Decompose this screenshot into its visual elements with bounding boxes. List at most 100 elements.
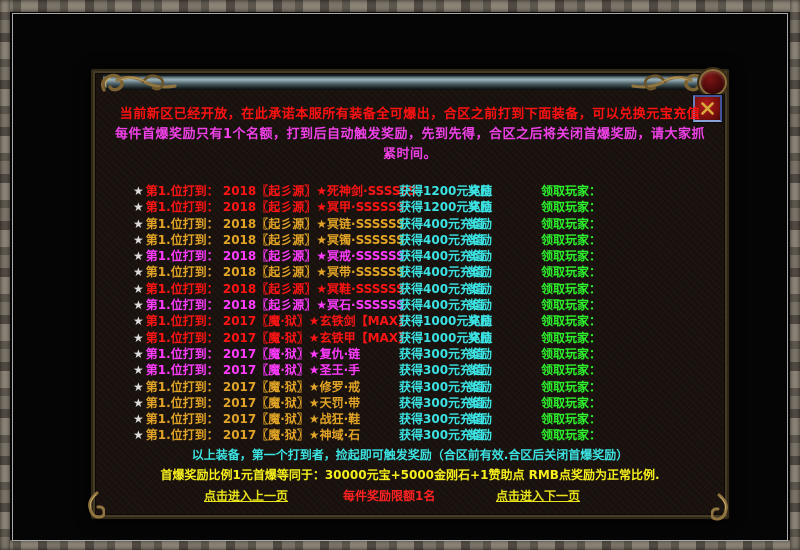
row-label-cell: ★ 第1.位打到： 2017〖魔·狱〗★玄铁剑【MAX】	[133, 312, 410, 329]
reward-row: ★ 第1.位打到： 2018〖起彡源〗★冥链·SSSSSS 获得400元充值 奖励…	[91, 215, 729, 231]
row-claim-label: 领取玩家：	[541, 412, 602, 427]
row-label-cell: ★ 第1.位打到： 2018〖起彡源〗★冥鞋·SSSSSS	[133, 280, 405, 297]
window-frame-left	[0, 0, 10, 550]
row-label-cell: ★ 第1.位打到： 2017〖魔·狱〗★玄铁甲【MAX】	[133, 329, 410, 346]
row-reward-value: 获得300元充值	[399, 346, 485, 361]
row-bonus-label: 奖励	[468, 346, 493, 361]
reward-row: ★ 第1.位打到： 2018〖起彡源〗★冥戒·SSSSSS 获得400元充值 奖励…	[91, 247, 729, 263]
announcement-line2: 每件首爆奖励只有1个名额，打到后自动触发奖励，先到先得，合区之后将关闭首爆奖励，…	[114, 127, 706, 162]
row-label: 第1.位打到： 2017〖魔·狱〗★神域·石	[145, 428, 361, 443]
row-bonus-label: 奖励	[468, 265, 493, 280]
row-label: 第1.位打到： 2018〖起彡源〗★死神剑·SSSSSS	[145, 184, 417, 198]
announcement-header: 当前新区已经开放，在此承诺本服所有装备全可爆出，合区之前打到下面装备，可以兑换元…	[109, 105, 711, 165]
star-icon: ★	[133, 395, 144, 410]
star-icon: ★	[133, 281, 144, 296]
reward-row: ★ 第1.位打到： 2018〖起彡源〗★死神剑·SSSSSS 获得1200元充值 …	[91, 182, 729, 198]
row-label-cell: ★ 第1.位打到： 2017〖魔·狱〗★圣王·手	[133, 361, 360, 378]
row-claim-label: 领取玩家：	[541, 249, 602, 264]
row-claim-label: 领取玩家：	[541, 232, 602, 247]
row-reward-value: 获得400元充值	[399, 232, 485, 247]
row-claim-label: 领取玩家：	[541, 216, 602, 231]
reward-row: ★ 第1.位打到： 2017〖魔·狱〗★天罚·带 获得300元充值 奖励 领取玩家…	[91, 394, 729, 410]
star-icon: ★	[133, 363, 144, 378]
row-bonus-label: 奖励	[468, 200, 493, 215]
reward-row: ★ 第1.位打到： 2017〖魔·狱〗★玄铁剑【MAX】 获得1000元充值 奖励…	[91, 312, 729, 328]
row-label: 第1.位打到： 2018〖起彡源〗★冥镯·SSSSSS	[145, 232, 405, 247]
reward-row: ★ 第1.位打到： 2018〖起彡源〗★冥带·SSSSSS 获得400元充值 奖励…	[91, 263, 729, 279]
row-label-cell: ★ 第1.位打到： 2017〖魔·狱〗★修罗·戒	[133, 378, 360, 395]
row-label-cell: ★ 第1.位打到： 2018〖起彡源〗★冥石·SSSSSS	[133, 296, 405, 313]
window-frame-top	[0, 0, 800, 12]
row-bonus-label: 奖励	[468, 184, 493, 198]
row-bonus-label: 奖励	[468, 232, 493, 247]
reward-row: ★ 第1.位打到： 2017〖魔·狱〗★圣王·手 获得300元充值 奖励 领取玩家…	[91, 361, 729, 377]
row-label: 第1.位打到： 2018〖起彡源〗★冥带·SSSSSS	[145, 265, 405, 280]
star-icon: ★	[133, 249, 144, 264]
reward-row: ★ 第1.位打到： 2018〖起彡源〗★冥鞋·SSSSSS 获得400元充值 奖励…	[91, 280, 729, 296]
row-reward-value: 获得400元充值	[399, 216, 485, 231]
row-bonus-label: 奖励	[468, 412, 493, 427]
reward-list: ★ 第1.位打到： 2018〖起彡源〗★死神剑·SSSSSS 获得1200元充值 …	[91, 182, 729, 443]
star-icon: ★	[133, 330, 144, 345]
row-bonus-label: 奖励	[468, 249, 493, 264]
row-label-cell: ★ 第1.位打到： 2017〖魔·狱〗★复仇·链	[133, 345, 360, 362]
row-label-cell: ★ 第1.位打到： 2018〖起彡源〗★冥带·SSSSSS	[133, 263, 405, 280]
reward-row: ★ 第1.位打到： 2017〖魔·狱〗★玄铁甲【MAX】 获得1000元充值 奖励…	[91, 329, 729, 345]
prev-page-link[interactable]: 点击进入上一页	[204, 489, 289, 503]
window-frame-bottom	[0, 540, 800, 550]
row-label-cell: ★ 第1.位打到： 2018〖起彡源〗★冥链·SSSSSS	[133, 215, 405, 232]
star-icon: ★	[133, 314, 144, 329]
close-x-icon	[701, 102, 714, 115]
next-page-link[interactable]: 点击进入下一页	[496, 489, 581, 503]
row-label: 第1.位打到： 2017〖魔·狱〗★玄铁甲【MAX】	[145, 330, 411, 345]
row-label-cell: ★ 第1.位打到： 2017〖魔·狱〗★天罚·带	[133, 394, 360, 411]
footer-note-2: 首爆奖励比例1元首爆等同于：30000元宝+5000金刚石+1赞助点 RMB点奖…	[160, 468, 660, 482]
row-label: 第1.位打到： 2018〖起彡源〗★冥石·SSSSSS	[145, 298, 405, 313]
row-reward-value: 获得300元充值	[399, 363, 485, 378]
star-icon: ★	[133, 216, 144, 231]
row-claim-label: 领取玩家：	[541, 298, 602, 313]
row-reward-value: 获得1000元充值	[399, 314, 493, 329]
row-label: 第1.位打到： 2017〖魔·狱〗★天罚·带	[145, 395, 361, 410]
row-reward-value: 获得400元充值	[399, 249, 485, 264]
star-icon: ★	[133, 265, 144, 280]
row-label-cell: ★ 第1.位打到： 2017〖魔·狱〗★战狂·鞋	[133, 410, 360, 427]
reward-row: ★ 第1.位打到： 2018〖起彡源〗★冥石·SSSSSS 获得400元充值 奖励…	[91, 296, 729, 312]
star-icon: ★	[133, 379, 144, 394]
row-reward-value: 获得400元充值	[399, 298, 485, 313]
footer-note-1: 以上装备，第一个打到者，捡起即可触发奖励（合区前有效.合区后关闭首爆奖励）	[191, 448, 629, 462]
row-claim-label: 领取玩家：	[541, 346, 602, 361]
row-reward-value: 获得300元充值	[399, 379, 485, 394]
dialog-titlebar	[103, 74, 717, 90]
star-icon: ★	[133, 200, 144, 215]
reward-row: ★ 第1.位打到： 2017〖魔·狱〗★战狂·鞋 获得300元充值 奖励 领取玩家…	[91, 410, 729, 426]
row-reward-value: 获得400元充值	[399, 265, 485, 280]
corner-orb-icon	[701, 71, 725, 94]
row-bonus-label: 奖励	[468, 314, 493, 329]
star-icon: ★	[133, 298, 144, 313]
row-bonus-label: 奖励	[468, 298, 493, 313]
row-bonus-label: 奖励	[468, 379, 493, 394]
row-label-cell: ★ 第1.位打到： 2018〖起彡源〗★冥戒·SSSSSS	[133, 247, 405, 264]
row-label: 第1.位打到： 2017〖魔·狱〗★战狂·鞋	[145, 412, 361, 427]
row-label: 第1.位打到： 2017〖魔·狱〗★修罗·戒	[145, 379, 361, 394]
row-label-cell: ★ 第1.位打到： 2017〖魔·狱〗★神域·石	[133, 426, 360, 443]
reward-row: ★ 第1.位打到： 2018〖起彡源〗★冥甲·SSSSSS 获得1200元充值 奖…	[91, 198, 729, 214]
row-claim-label: 领取玩家：	[541, 363, 602, 378]
row-label-cell: ★ 第1.位打到： 2018〖起彡源〗★冥甲·SSSSSS	[133, 198, 405, 215]
row-reward-value: 获得1200元充值	[399, 184, 493, 198]
row-bonus-label: 奖励	[468, 281, 493, 296]
row-bonus-label: 奖励	[468, 363, 493, 378]
row-bonus-label: 奖励	[468, 428, 493, 443]
row-bonus-label: 奖励	[468, 395, 493, 410]
row-bonus-label: 奖励	[468, 330, 493, 345]
row-claim-label: 领取玩家：	[541, 265, 602, 280]
row-label-cell: ★ 第1.位打到： 2018〖起彡源〗★死神剑·SSSSSS	[133, 182, 417, 199]
row-claim-label: 领取玩家：	[541, 330, 602, 345]
row-label: 第1.位打到： 2017〖魔·狱〗★圣王·手	[145, 363, 361, 378]
close-button[interactable]	[693, 95, 722, 122]
reward-row: ★ 第1.位打到： 2017〖魔·狱〗★复仇·链 获得300元充值 奖励 领取玩家…	[91, 345, 729, 361]
row-claim-label: 领取玩家：	[541, 379, 602, 394]
row-claim-label: 领取玩家：	[541, 200, 602, 215]
